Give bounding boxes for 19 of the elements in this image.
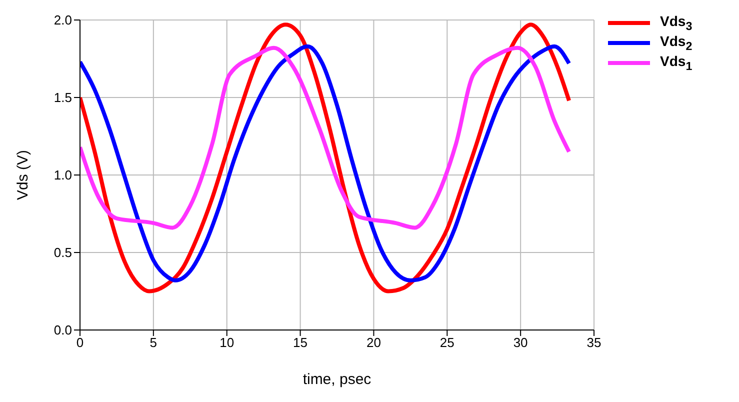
line-series xyxy=(80,46,572,230)
x-tick-label: 20 xyxy=(366,335,381,350)
y-tick-label: 1.0 xyxy=(54,168,72,183)
y-tick-label: 0.5 xyxy=(54,245,72,260)
y-tick-label: 0.0 xyxy=(54,322,72,338)
x-tick-label: 25 xyxy=(440,335,454,350)
y-tick-label: 2.0 xyxy=(54,12,72,28)
legend-label: Vds$_{3}$ xyxy=(660,13,692,33)
y-axis-title: Vds (V) xyxy=(14,150,32,200)
x-axis-title: time, psec xyxy=(302,371,372,388)
x-tick-label: 30 xyxy=(513,335,528,350)
legend-label: Vds$_{1}$ xyxy=(660,53,692,73)
legend-label: Vds$_{2}$ xyxy=(660,33,692,53)
x-tick-label: 35 xyxy=(586,335,602,350)
x-tick-label: 10 xyxy=(220,335,234,350)
y-tick-label: 1.5 xyxy=(54,90,72,106)
x-tick-label: 5 xyxy=(150,335,158,350)
x-tick-label: 15 xyxy=(293,335,308,350)
x-tick-label: 0 xyxy=(76,335,84,350)
